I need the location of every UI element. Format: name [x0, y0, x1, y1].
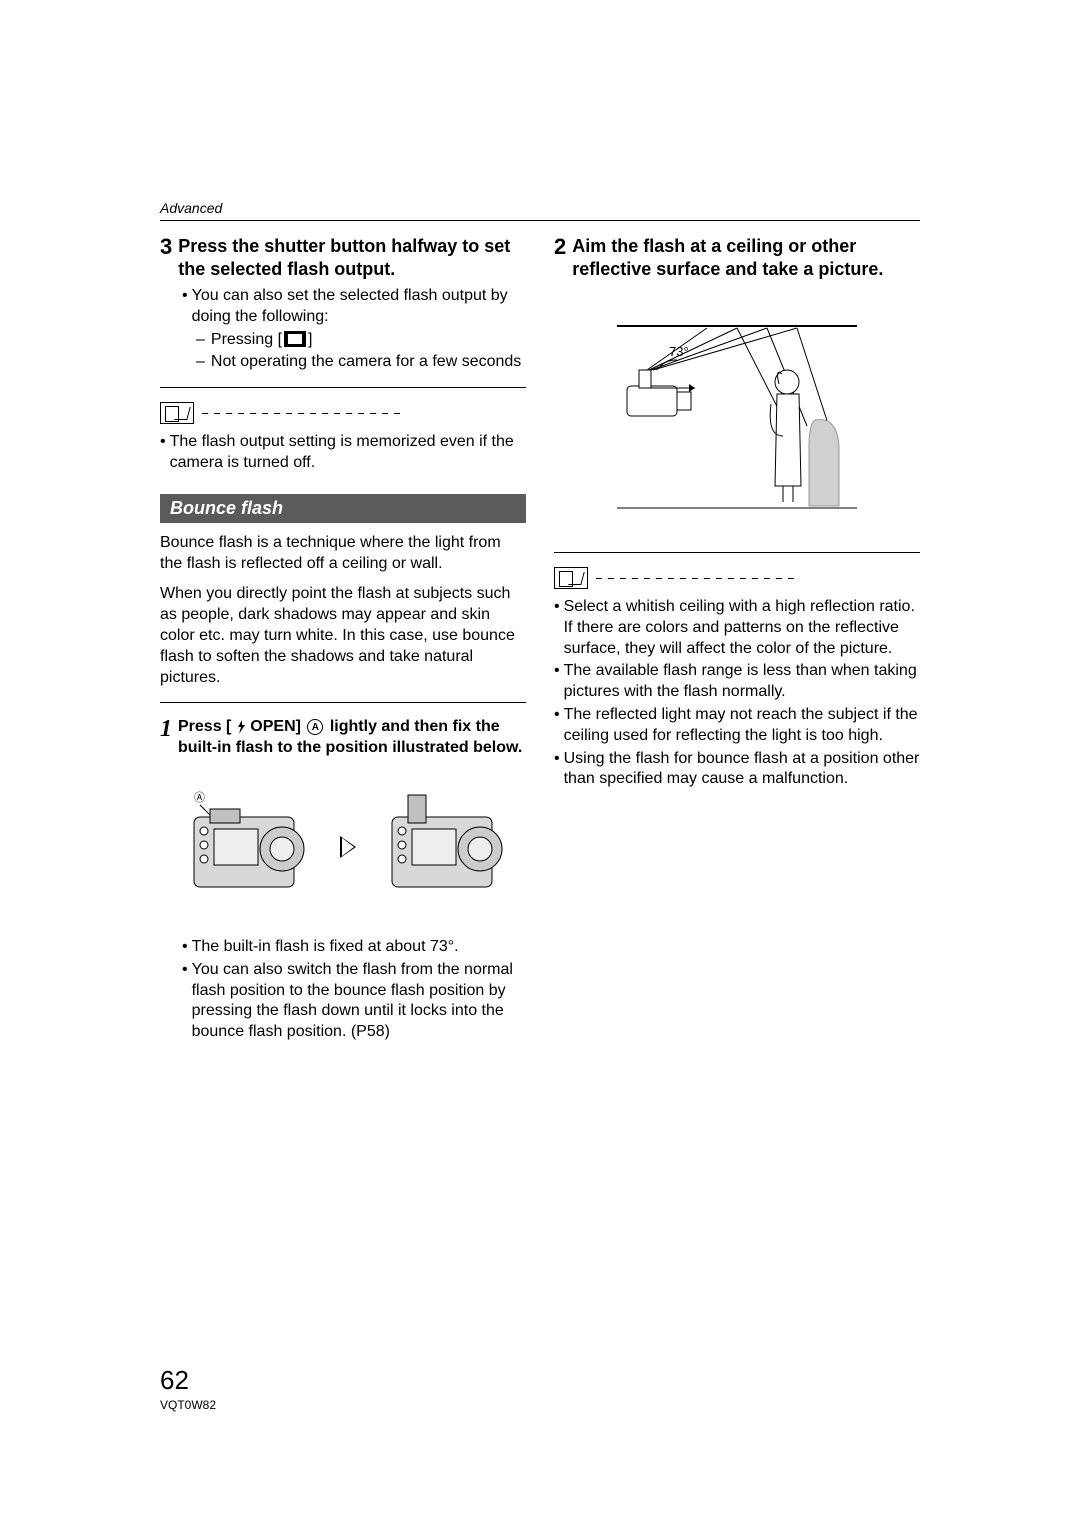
bullet-dot: • — [182, 960, 188, 1043]
sub-item: – Not operating the camera for a few sec… — [196, 352, 526, 373]
bullet-item: • The flash output setting is memorized … — [160, 432, 526, 474]
header-rule — [160, 220, 920, 221]
step-2-heading: 2 Aim the flash at a ceiling or other re… — [554, 235, 920, 280]
label-a: Ⓐ — [194, 791, 205, 804]
step-number: 1 — [160, 717, 172, 759]
bounce-svg: 73° — [587, 296, 887, 536]
step-3-heading: 3 Press the shutter button halfway to se… — [160, 235, 526, 280]
step-number: 3 — [160, 235, 172, 280]
bullet-text: You can also switch the flash from the n… — [192, 960, 526, 1043]
bullet-dot: • — [182, 937, 188, 958]
sub-bullets: – Pressing [] – Not operating the camera… — [196, 330, 526, 374]
page-footer: 62 VQT0W82 — [160, 1365, 216, 1412]
divider — [160, 702, 526, 703]
camera-after — [372, 787, 512, 907]
bullet-text: The built-in flash is fixed at about 73°… — [192, 937, 459, 958]
bullet-text: The flash output setting is memorized ev… — [170, 432, 526, 474]
dashes — [596, 578, 920, 579]
bullet-item: • The reflected light may not reach the … — [554, 705, 920, 747]
text-fragment: Press [ — [178, 718, 231, 735]
left-column: 3 Press the shutter button halfway to se… — [160, 235, 526, 1045]
step-1-bullets: • The built-in flash is fixed at about 7… — [182, 937, 526, 1043]
section-heading-bar: Bounce flash — [160, 494, 526, 523]
bullet-dot: • — [554, 661, 560, 703]
section-header: Advanced — [160, 200, 920, 216]
text-fragment: OPEN] — [250, 718, 305, 735]
right-column: 2 Aim the flash at a ceiling or other re… — [554, 235, 920, 1045]
note-bullets: • The flash output setting is memorized … — [160, 432, 526, 474]
step-3-bullets: • You can also set the selected flash ou… — [182, 286, 526, 373]
bullet-text: The available flash range is less than w… — [564, 661, 920, 703]
step-title: Press the shutter button halfway to set … — [178, 235, 526, 280]
step-title: Aim the flash at a ceiling or other refl… — [572, 235, 920, 280]
bullet-item: • The available flash range is less than… — [554, 661, 920, 703]
sub-item: – Pressing [] — [196, 330, 526, 351]
sub-text: Not operating the camera for a few secon… — [211, 352, 521, 373]
page: Advanced 3 Press the shutter button half… — [160, 0, 920, 1045]
paragraph: Bounce flash is a technique where the li… — [160, 533, 526, 575]
bounce-diagram: 73° — [554, 296, 920, 536]
two-column-layout: 3 Press the shutter button halfway to se… — [160, 235, 920, 1045]
bullet-text: Select a whitish ceiling with a high ref… — [564, 597, 920, 659]
dashes — [202, 413, 526, 414]
bullet-item: • You can also switch the flash from the… — [182, 960, 526, 1043]
step-1: 1 Press [ OPEN] A lightly and then fix t… — [160, 717, 526, 759]
bullet-item: • The built-in flash is fixed at about 7… — [182, 937, 526, 958]
bullet-dot: • — [554, 705, 560, 747]
bullet-item: • You can also set the selected flash ou… — [182, 286, 526, 328]
circle-a-icon: A — [307, 719, 323, 735]
text-fragment: Pressing [ — [211, 331, 282, 348]
text-fragment: ] — [308, 331, 312, 348]
note-icon — [160, 402, 194, 424]
bullet-dot: • — [554, 597, 560, 659]
paragraph: When you directly point the flash at sub… — [160, 584, 526, 688]
step-number: 2 — [554, 235, 566, 280]
dash: – — [196, 352, 205, 373]
angle-label: 73° — [669, 344, 689, 359]
note-divider — [160, 402, 526, 424]
step-text: Press [ OPEN] A lightly and then fix the… — [178, 717, 526, 759]
bullet-text: Using the flash for bounce flash at a po… — [564, 749, 920, 791]
sub-text: Pressing [] — [211, 330, 313, 351]
bullet-dot: • — [554, 749, 560, 791]
divider — [160, 387, 526, 388]
note-divider — [554, 567, 920, 589]
bullet-text: You can also set the selected flash outp… — [192, 286, 526, 328]
arrow-right-icon — [330, 836, 356, 858]
bullet-text: The reflected light may not reach the su… — [564, 705, 920, 747]
note-icon — [554, 567, 588, 589]
bullet-item: • Using the flash for bounce flash at a … — [554, 749, 920, 791]
camera-svg: Ⓐ — [174, 787, 314, 907]
camera-before: Ⓐ — [174, 787, 314, 907]
right-notes: • Select a whitish ceiling with a high r… — [554, 597, 920, 790]
flash-bolt-icon — [236, 720, 246, 734]
document-code: VQT0W82 — [160, 1398, 216, 1412]
flash-adjust-icon — [284, 331, 306, 347]
bullet-item: • Select a whitish ceiling with a high r… — [554, 597, 920, 659]
bullet-dot: • — [182, 286, 188, 328]
camera-svg — [372, 787, 512, 907]
dash: – — [196, 330, 205, 351]
divider — [554, 552, 920, 553]
camera-illustration: Ⓐ — [160, 767, 526, 927]
page-number: 62 — [160, 1365, 216, 1396]
bullet-dot: • — [160, 432, 166, 474]
